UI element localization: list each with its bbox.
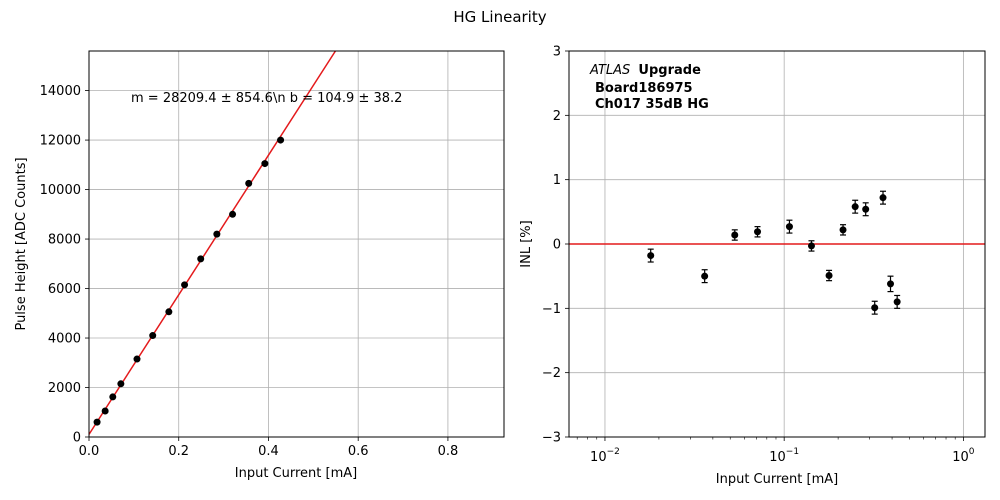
left-y-axis-label: Pulse Height [ADC Counts]	[14, 157, 29, 330]
right-data-point	[785, 223, 793, 231]
board-label: Board186975	[595, 81, 693, 96]
left-data-point	[197, 255, 205, 263]
left-x-tick-label: 0.0	[79, 444, 100, 459]
experiment-label: ATLAS	[589, 63, 630, 78]
right-data-point	[887, 280, 895, 288]
left-y-tick-label: 12000	[40, 134, 81, 149]
right-x-tick-label: 100	[952, 447, 975, 465]
right-data-point	[893, 298, 901, 306]
left-y-tick-label: 8000	[48, 233, 81, 248]
right-data-point	[731, 231, 739, 239]
left-x-tick-label: 0.6	[348, 444, 369, 459]
left-x-ticks: 0.0 0.2 0.4 0.6 0.8	[79, 437, 459, 459]
right-y-tick-label: 2	[553, 109, 561, 124]
right-y-tick-label: 0	[553, 238, 561, 253]
right-x-tick-label: 10−2	[590, 447, 620, 465]
right-data-point-group	[785, 219, 793, 234]
left-data-point	[245, 179, 253, 187]
left-y-tick-label: 0	[73, 431, 81, 446]
right-data-point-group	[887, 275, 895, 293]
left-data-point	[261, 160, 269, 168]
left-y-tick-label: 14000	[40, 84, 81, 99]
left-x-axis-label: Input Current [mA]	[235, 466, 357, 481]
left-data-point	[133, 355, 141, 363]
right-data-point	[851, 203, 859, 211]
figure-title: HG Linearity	[453, 8, 546, 26]
right-x-tick-exponent: 0	[969, 447, 975, 457]
right-x-tick-exponent: −1	[786, 447, 799, 457]
left-axes-frame	[88, 50, 505, 438]
left-data-point	[93, 418, 101, 426]
right-data-point	[825, 272, 833, 280]
right-data-point-group	[871, 300, 879, 315]
right-data-point-group	[731, 229, 739, 241]
right-data-point	[647, 252, 655, 260]
right-info-annotation: ATLAS Upgrade Board186975 Ch017 35dB HG	[589, 63, 709, 112]
right-x-axis-label: Input Current [mA]	[716, 472, 838, 487]
svg-text:ATLAS Upgrade: ATLAS Upgrade	[589, 63, 701, 78]
right-data-point-group	[754, 226, 762, 238]
left-data-point	[213, 230, 221, 238]
left-fit-line-path	[88, 50, 337, 435]
left-x-tick-label: 0.8	[438, 444, 459, 459]
left-y-tick-label: 10000	[40, 183, 81, 198]
right-y-tick-label: −1	[542, 302, 561, 317]
left-fit-annotation: m = 28209.4 ± 854.6\n b = 104.9 ± 38.2	[131, 91, 402, 106]
left-grid	[88, 51, 504, 438]
right-data-points	[647, 190, 901, 315]
right-x-tick-exponent: −2	[607, 447, 620, 457]
left-y-ticks: 0 2000 4000 6000 8000 10000 12000 14000	[40, 84, 89, 446]
left-data-point	[149, 332, 157, 340]
right-plot: 10−2 10−1 100 −3 −2 −1 0 1 2 3 ATLAS Upgrade Boa…	[519, 45, 986, 487]
left-data-point	[181, 281, 189, 289]
left-y-tick-label: 6000	[48, 282, 81, 297]
left-data-point	[117, 380, 125, 388]
right-data-point	[879, 194, 887, 202]
right-data-point-group	[851, 199, 859, 214]
left-data-point	[101, 407, 109, 415]
right-y-tick-label: 3	[553, 45, 561, 60]
right-data-point	[807, 242, 815, 250]
right-y-tick-label: 1	[553, 173, 561, 188]
left-data-point	[277, 136, 285, 144]
right-data-point	[871, 304, 879, 312]
right-data-point-group	[893, 294, 901, 309]
right-data-point-group	[862, 202, 870, 217]
left-x-tick-label: 0.4	[258, 444, 279, 459]
right-data-point-group	[825, 269, 833, 282]
right-y-tick-label: −3	[542, 431, 561, 446]
right-data-point-group	[839, 224, 847, 236]
left-plot: 0.0 0.2 0.4 0.6 0.8 0 2000 4000 6000 8000 10000 12…	[14, 50, 505, 481]
right-data-point	[754, 228, 762, 236]
right-data-point	[701, 272, 709, 280]
right-y-ticks: −3 −2 −1 0 1 2 3	[542, 45, 569, 446]
right-data-point	[862, 205, 870, 213]
right-data-point-group	[647, 248, 655, 263]
right-y-tick-label: −2	[542, 366, 561, 381]
left-data-point	[229, 210, 237, 218]
left-x-tick-label: 0.2	[168, 444, 189, 459]
right-data-point	[839, 226, 847, 234]
channel-label: Ch017 35dB HG	[595, 97, 709, 112]
left-fit-line	[88, 50, 337, 435]
right-x-ticks: 10−2 10−1 100	[576, 437, 975, 465]
right-x-tick-label: 10−1	[769, 447, 799, 465]
left-y-tick-label: 4000	[48, 332, 81, 347]
left-data-point	[109, 393, 117, 401]
experiment-tag: Upgrade	[638, 63, 701, 78]
right-y-axis-label: INL [%]	[519, 220, 534, 267]
right-data-point-group	[879, 190, 887, 205]
left-y-tick-label: 2000	[48, 381, 81, 396]
right-data-point-group	[701, 269, 709, 284]
left-data-point	[165, 308, 173, 316]
left-data-points	[93, 136, 285, 426]
right-data-point-group	[807, 240, 815, 252]
